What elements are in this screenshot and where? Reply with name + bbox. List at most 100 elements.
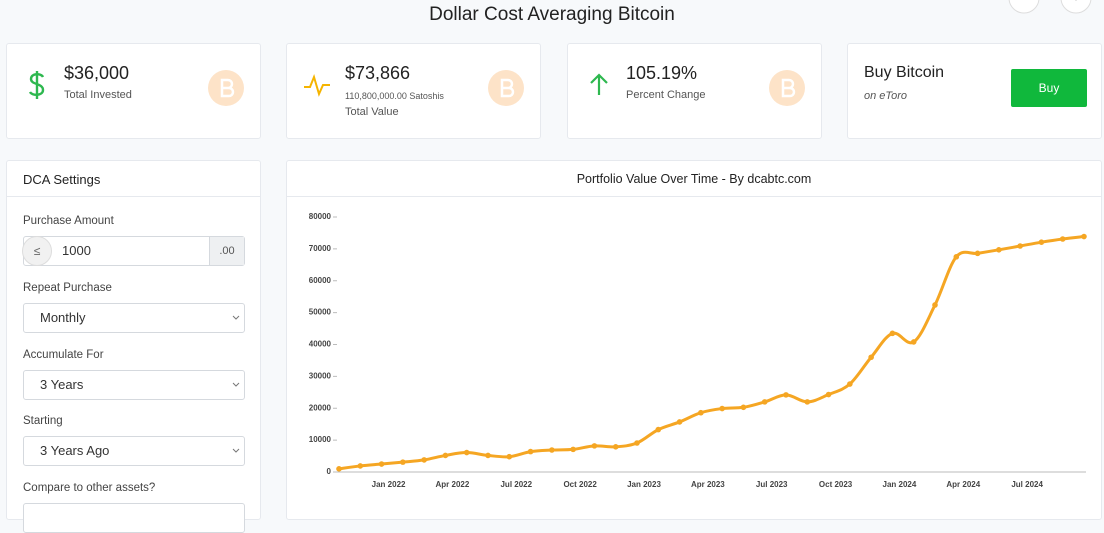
field-label: Starting — [23, 415, 63, 427]
input-value: 1000 — [62, 243, 91, 258]
chevron — [232, 315, 240, 320]
y-tick-label: 50000 — [309, 308, 332, 317]
y-tick-label: 60000 — [309, 276, 332, 285]
point — [932, 302, 938, 308]
point — [910, 339, 917, 345]
x-tick-label: Jul 2022 — [500, 480, 532, 489]
select-value: Monthly — [40, 310, 86, 325]
page: Dollar Cost Averaging Bitcoin $36,000 To… — [6, 0, 1102, 533]
point — [719, 405, 725, 412]
point — [400, 459, 406, 465]
point — [549, 447, 555, 453]
point — [847, 381, 853, 387]
field-label: Repeat Purchase — [23, 282, 112, 294]
point — [506, 453, 513, 460]
select[interactable]: 3 Years — [23, 370, 245, 400]
point — [996, 247, 1002, 253]
point — [421, 457, 427, 463]
point — [357, 463, 364, 469]
y-tick-label: 10000 — [309, 435, 332, 444]
select-value: 3 Years — [40, 377, 84, 392]
stat-label: Total Invested — [64, 89, 132, 101]
page-title: Dollar Cost Averaging Bitcoin — [429, 4, 675, 25]
select[interactable]: Monthly — [23, 303, 245, 333]
buy-title: Buy Bitcoin — [864, 64, 945, 81]
y-tick-label: 20000 — [309, 403, 332, 412]
point — [591, 443, 598, 449]
arrow-up-icon — [590, 73, 608, 95]
point — [612, 444, 619, 450]
field-label: Compare to other assets? — [23, 482, 156, 494]
point — [442, 452, 449, 459]
point — [804, 399, 811, 405]
stat-detail: 110,800,000.00 Satoshis — [345, 91, 444, 101]
point — [1081, 233, 1087, 240]
point — [378, 461, 385, 467]
chevron — [232, 382, 240, 387]
y-tick-label: 0 — [327, 467, 332, 476]
point — [485, 452, 491, 459]
amount-input[interactable]: ≤ 1000 .00 — [22, 236, 245, 266]
point — [825, 391, 832, 398]
x-tick-label: Jul 2023 — [756, 480, 788, 489]
stat-card: $36,000 Total Invested — [6, 43, 261, 139]
y-tick-label: 80000 — [309, 212, 332, 221]
point — [1038, 239, 1045, 245]
stat-value: 105.19% — [626, 63, 698, 83]
stat-label: Total Value — [345, 106, 399, 118]
settings-panel: DCA Settings Purchase Amount ≤ 1000 .00 … — [6, 160, 261, 533]
point — [570, 446, 576, 453]
stat-label: Percent Change — [626, 89, 706, 101]
point — [974, 250, 981, 257]
point — [634, 440, 640, 446]
divider — [287, 196, 1101, 197]
line — [338, 235, 1085, 471]
chart: 0 10000 20000 30000 40000 50000 60000 70000 8000… — [309, 212, 1087, 489]
input-prefix: ≤ — [22, 236, 52, 266]
panel-title: DCA Settings — [23, 172, 101, 187]
bitcoin-icon — [488, 70, 524, 106]
select[interactable]: 3 Years Ago — [23, 436, 245, 466]
stat-card: 105.19% Percent Change — [567, 43, 822, 139]
point — [676, 419, 683, 425]
window-controls — [1008, 0, 1092, 14]
buy-card: Buy Bitcoin on eToro Buy — [847, 43, 1102, 139]
point — [1017, 243, 1023, 249]
pulse-icon — [304, 73, 330, 97]
point — [868, 354, 874, 361]
divider — [7, 196, 260, 197]
bitcoin-icon — [769, 70, 805, 106]
x-tick-label: Oct 2022 — [563, 480, 597, 489]
chart-title: Portfolio Value Over Time - By dcabtc.co… — [576, 172, 812, 186]
zoom-button[interactable] — [1008, 0, 1040, 14]
point — [336, 466, 342, 472]
point — [761, 399, 768, 405]
point — [783, 392, 789, 398]
field-label: Accumulate For — [23, 349, 104, 361]
point — [463, 449, 470, 456]
point — [527, 448, 534, 455]
point — [1059, 236, 1066, 242]
point — [953, 254, 960, 260]
point — [655, 426, 662, 433]
select[interactable] — [23, 503, 245, 533]
input-suffix: .00 — [209, 237, 244, 265]
buy-button[interactable]: Buy — [1011, 69, 1087, 107]
y-tick-label: 30000 — [309, 371, 332, 380]
x-tick-label: Apr 2022 — [436, 480, 470, 489]
close-button[interactable] — [1060, 0, 1092, 14]
stat-value: $36,000 — [64, 63, 130, 83]
x-tick-label: Oct 2023 — [819, 480, 853, 489]
bitcoin-icon — [208, 70, 244, 106]
x-tick-label: Jan 2024 — [883, 480, 917, 489]
point — [698, 409, 704, 416]
chevron — [232, 448, 240, 453]
point — [889, 330, 896, 337]
point — [740, 404, 747, 411]
y-tick-label: 40000 — [309, 340, 332, 349]
x-tick-label: Apr 2024 — [946, 480, 980, 489]
select-value: 3 Years Ago — [40, 443, 110, 458]
dollar-icon — [28, 71, 45, 99]
stat-value: $73,866 — [345, 63, 411, 83]
buy-subtitle: on eToro — [864, 90, 908, 102]
